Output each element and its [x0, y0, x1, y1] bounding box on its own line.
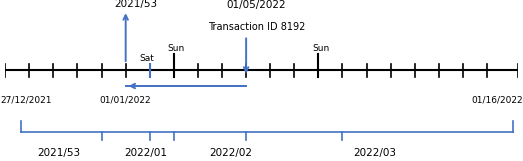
Text: 01/05/2022: 01/05/2022 — [226, 0, 286, 10]
Text: 01/01/2022: 01/01/2022 — [100, 95, 152, 104]
Text: Sat: Sat — [140, 54, 155, 63]
Text: 2022/02: 2022/02 — [209, 147, 252, 158]
Text: Sun: Sun — [312, 44, 329, 53]
Text: 2022/03: 2022/03 — [353, 147, 396, 158]
Text: 2022/01: 2022/01 — [124, 147, 168, 158]
Text: Transaction ID 8192: Transaction ID 8192 — [208, 22, 305, 32]
Text: 2021/53: 2021/53 — [115, 0, 157, 9]
Text: 27/12/2021: 27/12/2021 — [0, 95, 52, 104]
Text: Sun: Sun — [168, 44, 185, 53]
Text: 01/16/2022: 01/16/2022 — [471, 95, 523, 104]
Text: 2021/53: 2021/53 — [38, 147, 81, 158]
